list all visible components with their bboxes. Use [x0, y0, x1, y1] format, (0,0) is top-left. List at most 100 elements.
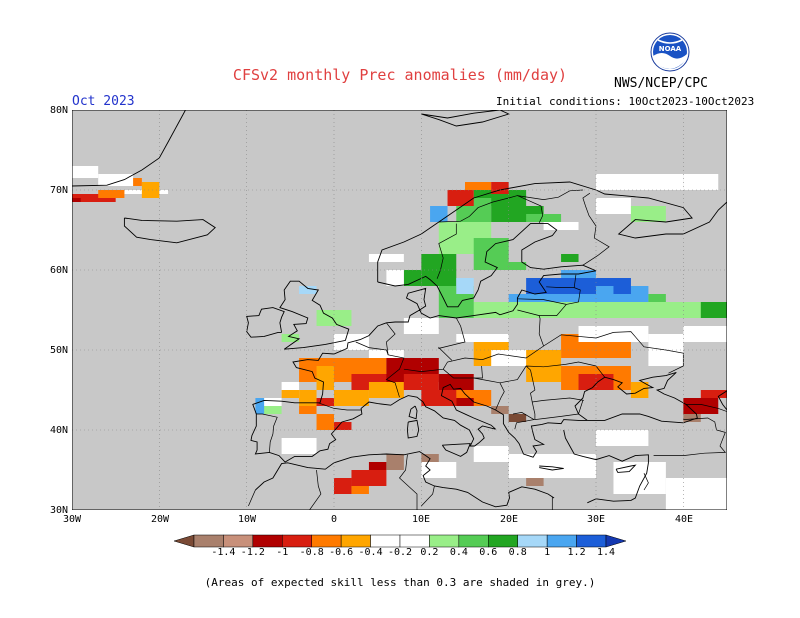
- country-border: [256, 413, 278, 453]
- anomaly-cell: [596, 174, 684, 190]
- colorbar-tick-label: 0.4: [449, 547, 468, 558]
- anomaly-cell: [421, 254, 457, 270]
- anomaly-cell: [98, 174, 134, 186]
- country-border: [421, 485, 435, 507]
- anomaly-cell: [438, 302, 474, 318]
- anomaly-cell: [281, 390, 300, 398]
- colorbar-tick-label: -0.4: [358, 547, 383, 558]
- anomaly-cell: [316, 366, 334, 390]
- svg-text:NOAA: NOAA: [659, 45, 682, 53]
- anomaly-cell: [299, 286, 317, 294]
- anomaly-cell: [368, 254, 404, 262]
- country-border: [543, 331, 684, 374]
- colorbar-swatch: [488, 534, 518, 548]
- colorbar-swatch: [399, 534, 430, 548]
- coastline: [250, 270, 597, 463]
- colorbar-tick-label: 1.2: [567, 547, 586, 558]
- country-border: [436, 223, 457, 279]
- country-border: [686, 404, 727, 412]
- coastline: [279, 280, 350, 350]
- anomaly-cell: [613, 286, 631, 294]
- anomaly-cell: [526, 214, 562, 222]
- colorbar-swatch: [370, 534, 401, 548]
- lon-label-20w: 20W: [150, 514, 170, 525]
- lat-label-80n: 80N: [49, 105, 68, 116]
- lat-label-50n: 50N: [49, 345, 68, 356]
- colorbar-tick-label: -0.2: [387, 547, 413, 558]
- anomaly-cell: [72, 166, 99, 178]
- anomaly-cell: [421, 390, 457, 406]
- anomaly-cell: [578, 302, 719, 318]
- anomaly-cell: [648, 350, 684, 366]
- colorbar-tick-label: 0.2: [420, 547, 439, 558]
- precipitation-anomaly-map: [72, 110, 727, 510]
- lat-label-60n: 60N: [49, 265, 68, 276]
- anomaly-cell: [72, 194, 116, 202]
- anomaly-cell: [351, 486, 369, 494]
- anomaly-cell: [491, 406, 509, 414]
- country-border: [525, 365, 584, 403]
- anomaly-cell: [299, 406, 317, 414]
- anomaly-cell: [351, 470, 387, 486]
- anomaly-cell: [508, 454, 596, 478]
- coastline: [72, 110, 186, 187]
- coastline: [377, 223, 597, 308]
- anomaly-cell: [526, 478, 544, 486]
- agency-label: NWS/NCEP/CPC: [614, 76, 708, 91]
- colorbar-swatch: [193, 534, 224, 548]
- coastline: [574, 371, 698, 424]
- anomaly-cell: [508, 414, 527, 422]
- colorbar-swatch: [546, 534, 577, 548]
- colorbar-swatch: [517, 534, 548, 548]
- colorbar-swatch: [282, 534, 312, 548]
- coastline: [408, 405, 418, 420]
- anomaly-cell: [316, 414, 334, 430]
- anomaly-cell: [700, 390, 727, 398]
- map-title: CFSv2 monthly Prec anomalies (mm/day): [232, 66, 568, 84]
- anomaly-cell: [403, 270, 422, 286]
- anomaly-cell: [281, 438, 317, 454]
- graticule: [72, 110, 727, 510]
- anomaly-cell: [299, 390, 317, 406]
- anomaly-cell: [421, 462, 457, 478]
- anomaly-cell: [630, 382, 649, 398]
- anomaly-cell: [648, 334, 684, 350]
- skill-footnote: (Areas of expected skill less than 0.3 a…: [204, 576, 596, 589]
- forecast-month: Oct 2023: [72, 94, 135, 109]
- anomaly-cell: [648, 294, 666, 302]
- anomaly-cell: [683, 414, 701, 422]
- country-border: [355, 341, 405, 398]
- anomaly-cell: [456, 398, 474, 406]
- anomaly-cell: [264, 398, 282, 406]
- anomaly-cell: [683, 174, 719, 190]
- colorbar-swatch: [311, 534, 342, 548]
- coastline: [377, 181, 727, 282]
- anomaly-cell: [456, 334, 509, 342]
- color-scale-bar: [174, 534, 626, 548]
- colorbar-tick-label: -0.6: [329, 547, 354, 558]
- coastline: [563, 429, 649, 504]
- lat-label-70n: 70N: [49, 185, 68, 196]
- anomaly-cell: [264, 406, 282, 414]
- lon-label-10w: 10W: [237, 514, 257, 525]
- colorbar-tick-label: 0.6: [479, 547, 498, 558]
- coastline: [246, 307, 285, 338]
- anomaly-cell: [473, 302, 596, 318]
- lon-label-30w: 30W: [62, 514, 82, 525]
- anomaly-cell: [473, 446, 509, 462]
- lat-label-40n: 40N: [49, 425, 68, 436]
- colorbar-swatch: [252, 534, 283, 548]
- coastline: [717, 388, 727, 411]
- coastlines: [72, 110, 727, 510]
- country-border: [517, 298, 567, 305]
- country-border: [399, 454, 418, 510]
- anomaly-cell: [447, 190, 474, 206]
- anomaly-cell: [141, 182, 160, 198]
- anomaly-cell: [281, 334, 300, 342]
- country-border: [473, 361, 605, 384]
- anomaly-cell: [368, 382, 404, 398]
- anomaly-cell: [386, 454, 404, 470]
- anomaly-cell: [368, 350, 404, 358]
- country-border: [643, 473, 649, 491]
- anomaly-cell: [334, 422, 352, 430]
